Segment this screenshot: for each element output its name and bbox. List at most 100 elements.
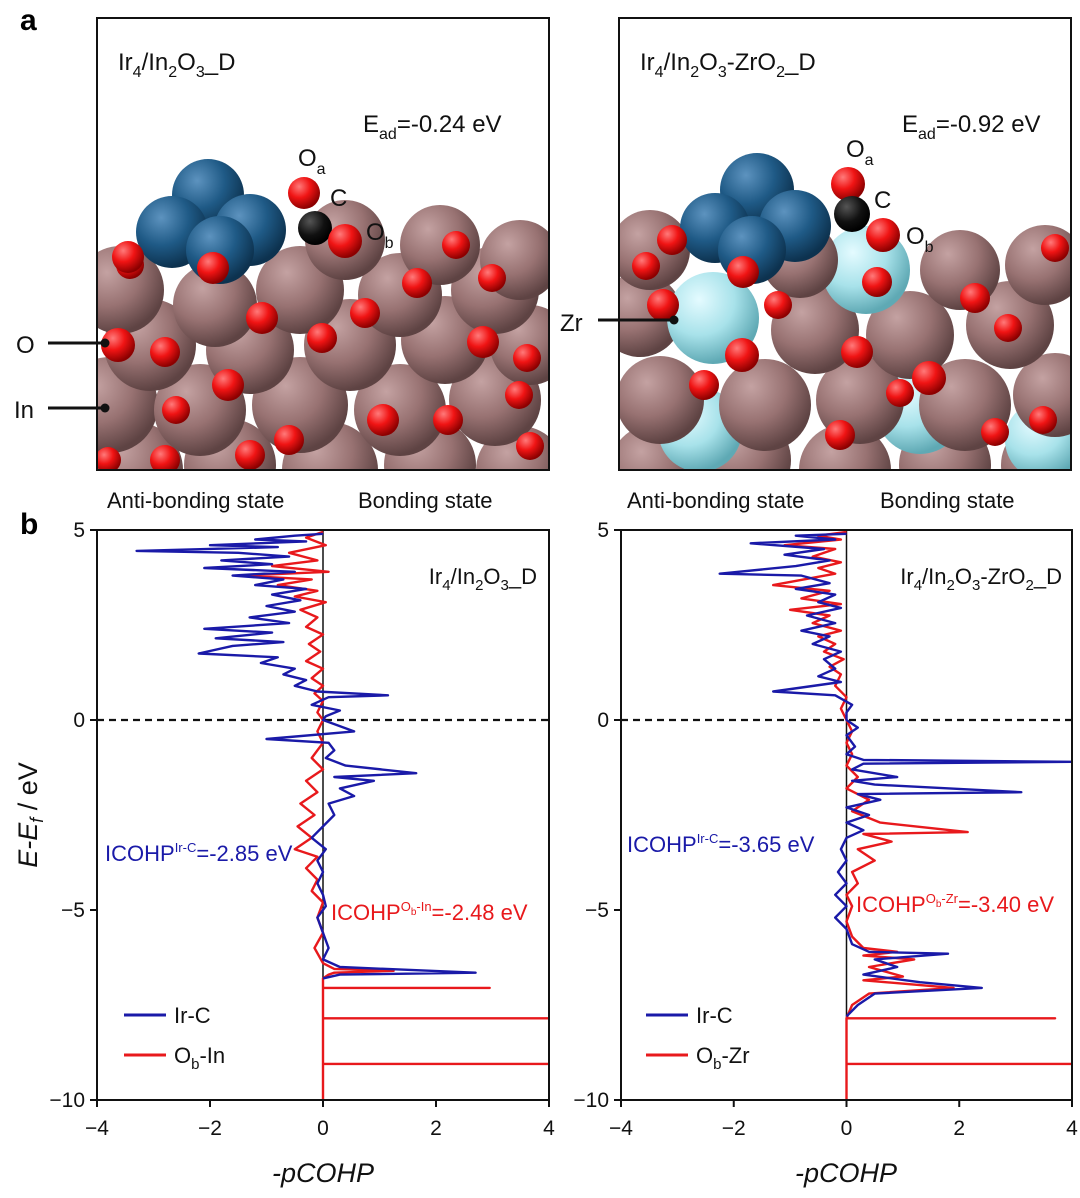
slab-atom-o	[912, 361, 946, 395]
slab-atom-in	[866, 291, 954, 379]
slab-atom-o	[367, 404, 399, 436]
slab-atom-o	[97, 447, 121, 470]
cluster-atom-o	[288, 177, 320, 209]
atom-label-c-left: C	[330, 185, 347, 212]
slab-atom-o	[350, 298, 380, 328]
icohp-annotation: ICOHPOb-In=-2.48 eV	[331, 899, 528, 925]
cluster-atom-o	[831, 167, 865, 201]
callout-o-label: O	[16, 332, 35, 359]
callout-zr-label: Zr	[560, 310, 583, 337]
x-axis-title-right: -pCOHP	[795, 1158, 897, 1188]
atom-label-oa-left: Oa	[298, 145, 326, 178]
slab-atom-in	[97, 246, 164, 334]
slab-atom-o	[274, 425, 304, 455]
atom-label-oa-right: Oa	[846, 136, 874, 169]
slab-atom-o	[862, 267, 892, 297]
structure-left-title: Ir4/In2O3_D	[118, 49, 235, 81]
y-tick-label: 0	[597, 709, 609, 732]
slab-atom-o	[647, 289, 679, 321]
x-tick-label: 2	[953, 1117, 965, 1140]
y-tick-label: −5	[585, 899, 609, 922]
slab-atom-o	[825, 420, 855, 450]
slab-atom-o	[1041, 234, 1069, 262]
x-tick-label: −4	[609, 1117, 633, 1140]
slab-atom-o	[402, 268, 432, 298]
cluster-atom-o	[328, 224, 362, 258]
callout-o: O	[16, 332, 110, 359]
slab-atom-in	[619, 356, 704, 444]
slab-atom-o	[994, 314, 1022, 342]
legend: Ir-C Ob-Zr	[646, 1003, 750, 1073]
atom-spheres-left	[97, 159, 549, 470]
panel-a-letter: a	[20, 4, 37, 37]
x-tick-label: 0	[841, 1117, 853, 1140]
slab-atom-o	[235, 440, 265, 470]
slab-atom-o	[1029, 406, 1057, 434]
slab-atom-o	[886, 379, 914, 407]
cluster-atom-o	[112, 241, 144, 273]
cluster-atom-o	[727, 256, 759, 288]
atom-spheres-right	[619, 153, 1071, 470]
legend-label: Ir-C	[696, 1003, 733, 1028]
cluster-atom-c	[298, 211, 332, 245]
slab-atom-o	[442, 231, 470, 259]
icohp-annotation: ICOHPIr-C=-2.85 eV	[105, 840, 293, 866]
legend-label: Ob-Zr	[696, 1043, 750, 1073]
slab-atom-in	[771, 286, 859, 374]
cohp-plot-left: −4 −2 0 2 4 −10 −5 0 5 Ir4/In2O3_D ICOHPIr-C=-2.85…	[49, 519, 555, 1140]
x-tick-label: −2	[198, 1117, 222, 1140]
slab-atom-o	[981, 418, 1009, 446]
x-tick-label: −4	[85, 1117, 109, 1140]
panel-b-letter: b	[20, 508, 38, 541]
slab-atom-o	[150, 445, 180, 470]
slab-atom-o	[725, 338, 759, 372]
plot-title: Ir4/In2O3_D	[429, 564, 537, 594]
structure-left: Ir4/In2O3_D Ead=-0.24 eV Oa C Ob	[96, 17, 550, 471]
bonding-label-left: Bonding state	[358, 488, 493, 513]
cluster-atom-o	[197, 252, 229, 284]
slab-atom-in	[400, 205, 480, 285]
cluster-atom-c	[834, 196, 870, 232]
x-axis-title-left: -pCOHP	[272, 1158, 374, 1188]
y-tick-label: −5	[61, 899, 85, 922]
atom-label-ob-right: Ob	[906, 223, 934, 256]
anti-bonding-label-right: Anti-bonding state	[627, 488, 804, 513]
slab-atom-o	[505, 381, 533, 409]
adsorption-energy-right: Ead=-0.92 eV	[902, 111, 1041, 143]
y-axis-title: E-Ef / eV	[13, 762, 47, 868]
legend-label: Ob-In	[174, 1043, 225, 1073]
callout-zr: Zr	[560, 310, 679, 337]
x-tick-label: −2	[722, 1117, 746, 1140]
series-ir-c-line	[135, 532, 477, 980]
series-ob-line	[239, 530, 549, 1100]
atom-label-ob-left: Ob	[366, 219, 394, 252]
slab-atom-o	[516, 432, 544, 460]
slab-atom-o	[841, 336, 873, 368]
y-tick-label: 5	[73, 519, 85, 542]
slab-atom-o	[513, 344, 541, 372]
slab-atom-o	[764, 291, 792, 319]
series-ir-c-line	[718, 532, 1072, 1018]
cohp-plot-right: −4 −2 0 2 4 −10 −5 0 5 Ir4/In2O3-ZrO2_D ICOHPIr-C=…	[573, 519, 1078, 1140]
x-tick-label: 2	[430, 1117, 442, 1140]
cluster-atom-o	[866, 218, 900, 252]
slab-atom-o	[960, 283, 990, 313]
x-tick-label: 4	[1066, 1117, 1078, 1140]
cluster-atom-o	[657, 225, 687, 255]
slab-atom-o	[478, 264, 506, 292]
atom-label-c-right: C	[874, 187, 891, 214]
legend: Ir-C Ob-In	[124, 1003, 225, 1073]
series-ob-line	[772, 530, 1072, 1100]
slab-atom-o	[150, 337, 180, 367]
slab-atom-o	[632, 252, 660, 280]
y-tick-label: 0	[73, 709, 85, 732]
anti-bonding-label-left: Anti-bonding state	[107, 488, 284, 513]
slab-atom-o	[162, 396, 190, 424]
slab-atom-o	[212, 369, 244, 401]
slab-atom-o	[433, 405, 463, 435]
legend-label: Ir-C	[174, 1003, 211, 1028]
x-tick-label: 0	[317, 1117, 329, 1140]
icohp-annotation: ICOHPOb-Zr=-3.40 eV	[856, 891, 1054, 917]
slab-atom-in	[1013, 353, 1071, 437]
